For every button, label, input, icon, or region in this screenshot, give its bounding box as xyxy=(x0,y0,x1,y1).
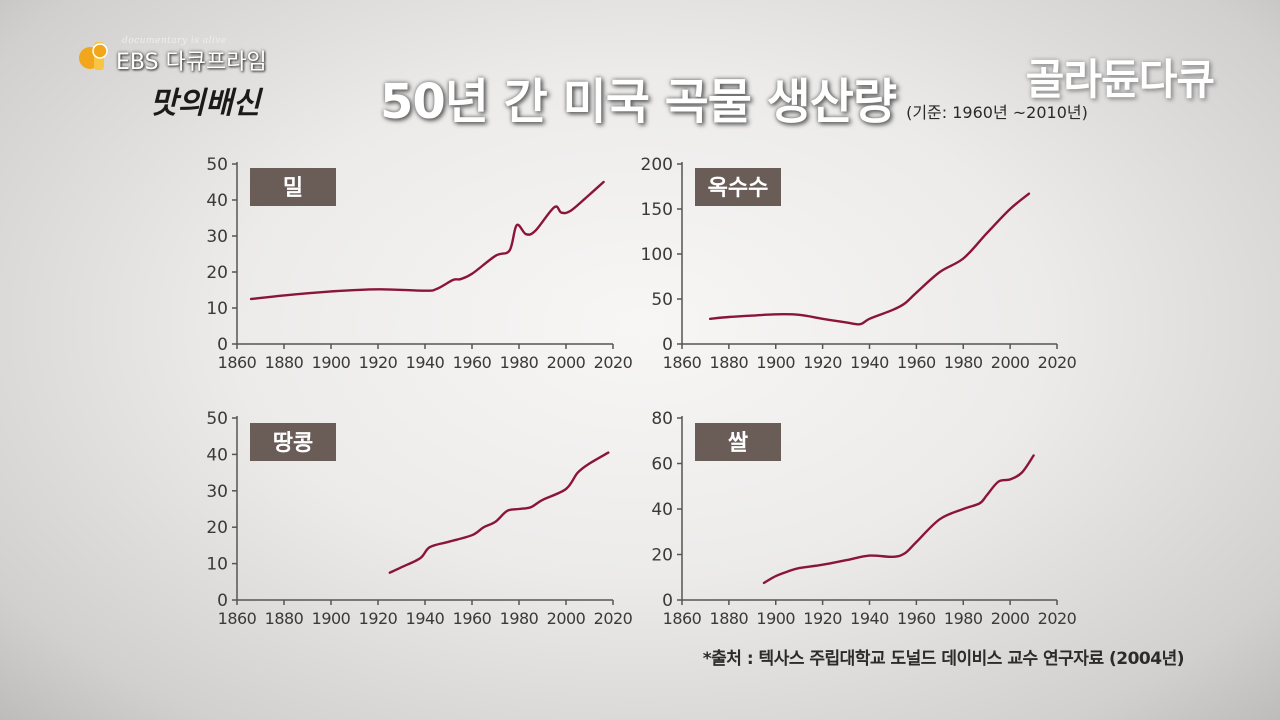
program-logo: documentary is alive EBS 다큐프라임 맛의배신 xyxy=(72,28,302,128)
y-tick-label: 30 xyxy=(206,227,228,247)
x-tick-label: 1960 xyxy=(897,353,936,372)
x-tick-label: 1940 xyxy=(406,353,445,372)
y-tick-label: 150 xyxy=(641,200,673,220)
source-note: *출처 : 텍사스 주립대학교 도널드 데이비스 교수 연구자료 (2004년) xyxy=(702,649,1185,669)
y-tick-label: 40 xyxy=(651,500,673,520)
x-tick-label: 1900 xyxy=(312,353,351,372)
x-tick-label: 2000 xyxy=(547,609,586,628)
x-tick-label: 2000 xyxy=(991,609,1030,628)
y-tick-label: 0 xyxy=(217,335,228,355)
series-line-3 xyxy=(388,451,610,574)
x-tick-label: 1880 xyxy=(710,353,749,372)
x-tick-label: 1940 xyxy=(850,353,889,372)
x-tick-label: 1920 xyxy=(803,609,842,628)
chart-panel-1: 0 10 20 30 40 50 1860 1880 1900 1920 1940 1960 1980 2… xyxy=(206,155,633,372)
series-line-4 xyxy=(762,454,1035,585)
x-tick-label: 1980 xyxy=(500,353,539,372)
crop-label-box xyxy=(695,423,781,461)
x-tick-label: 2020 xyxy=(1038,609,1077,628)
y-tick-label: 40 xyxy=(206,445,228,465)
crop-label: 옥수수 xyxy=(708,176,769,201)
x-tick-label: 1880 xyxy=(265,353,304,372)
x-tick-label: 1860 xyxy=(218,609,257,628)
x-tick-label: 1860 xyxy=(663,609,702,628)
y-tick-label: 10 xyxy=(206,555,228,575)
x-tick-label: 1940 xyxy=(850,609,889,628)
y-tick-label: 20 xyxy=(206,518,228,538)
y-tick-label: 60 xyxy=(651,455,673,475)
chart-panel-2: 0 50 100 150 200 1860 1880 1900 1920 1940 1960 1980… xyxy=(641,155,1078,372)
x-tick-label: 1920 xyxy=(359,353,398,372)
y-tick-label: 0 xyxy=(217,591,228,611)
x-tick-label: 2020 xyxy=(1038,353,1077,372)
title-subtitle: (기준: 1960년 ~2010년) xyxy=(906,103,1088,122)
y-tick-label: 80 xyxy=(651,409,673,429)
crop-label: 쌀 xyxy=(728,431,748,456)
x-tick-label: 1920 xyxy=(803,353,842,372)
x-tick-label: 1940 xyxy=(406,609,445,628)
y-tick-label: 100 xyxy=(641,245,673,265)
crop-label-box xyxy=(250,423,336,461)
x-tick-label: 1980 xyxy=(944,609,983,628)
crop-label: 땅콩 xyxy=(273,431,313,456)
y-tick-label: 30 xyxy=(206,482,228,502)
x-tick-label: 2000 xyxy=(547,353,586,372)
x-tick-label: 1960 xyxy=(897,609,936,628)
x-tick-label: 1880 xyxy=(710,609,749,628)
title-main: 50년 간 미국 곡물 생산량 xyxy=(380,74,897,130)
y-tick-label: 10 xyxy=(206,299,228,319)
x-tick-label: 1880 xyxy=(265,609,304,628)
y-tick-label: 50 xyxy=(651,290,673,310)
x-tick-label: 1900 xyxy=(756,353,795,372)
ebs-logo-icon xyxy=(79,42,108,70)
x-tick-label: 1860 xyxy=(218,353,257,372)
x-tick-label: 2020 xyxy=(594,609,633,628)
logo-channel-text: EBS 다큐프라임 xyxy=(116,50,267,75)
crop-label-box xyxy=(695,168,781,206)
chart-panel-3: 0 10 20 30 40 50 1860 1880 1900 1920 1940 1960 1980 2… xyxy=(206,409,633,628)
page-title: 50년 간 미국 곡물 생산량 (기준: 1960년 ~2010년) xyxy=(380,62,1088,132)
x-tick-label: 2000 xyxy=(991,353,1030,372)
x-tick-label: 1900 xyxy=(756,609,795,628)
logo-tagline: documentary is alive xyxy=(122,36,227,46)
y-tick-label: 40 xyxy=(206,191,228,211)
x-tick-label: 2020 xyxy=(594,353,633,372)
series-line-2 xyxy=(708,192,1031,326)
x-tick-label: 1960 xyxy=(453,609,492,628)
y-tick-label: 0 xyxy=(662,591,673,611)
crop-label: 밀 xyxy=(283,176,303,201)
x-tick-label: 1860 xyxy=(663,353,702,372)
crop-label-box xyxy=(250,168,336,206)
y-tick-label: 20 xyxy=(651,546,673,566)
x-tick-label: 1960 xyxy=(453,353,492,372)
y-tick-label: 20 xyxy=(206,263,228,283)
y-tick-label: 200 xyxy=(641,155,673,175)
chart-panel-4: 0 20 40 60 80 1860 1880 1900 1920 1940 1960 1980 200… xyxy=(651,409,1077,628)
y-tick-label: 50 xyxy=(206,155,228,175)
y-tick-label: 0 xyxy=(662,335,673,355)
y-tick-label: 50 xyxy=(206,409,228,429)
x-tick-label: 1980 xyxy=(944,353,983,372)
x-tick-label: 1980 xyxy=(500,609,539,628)
x-tick-label: 1900 xyxy=(312,609,351,628)
brand-watermark: 골라듄다큐 xyxy=(1025,55,1215,104)
logo-program-title: 맛의배신 xyxy=(150,86,261,121)
x-tick-label: 1920 xyxy=(359,609,398,628)
